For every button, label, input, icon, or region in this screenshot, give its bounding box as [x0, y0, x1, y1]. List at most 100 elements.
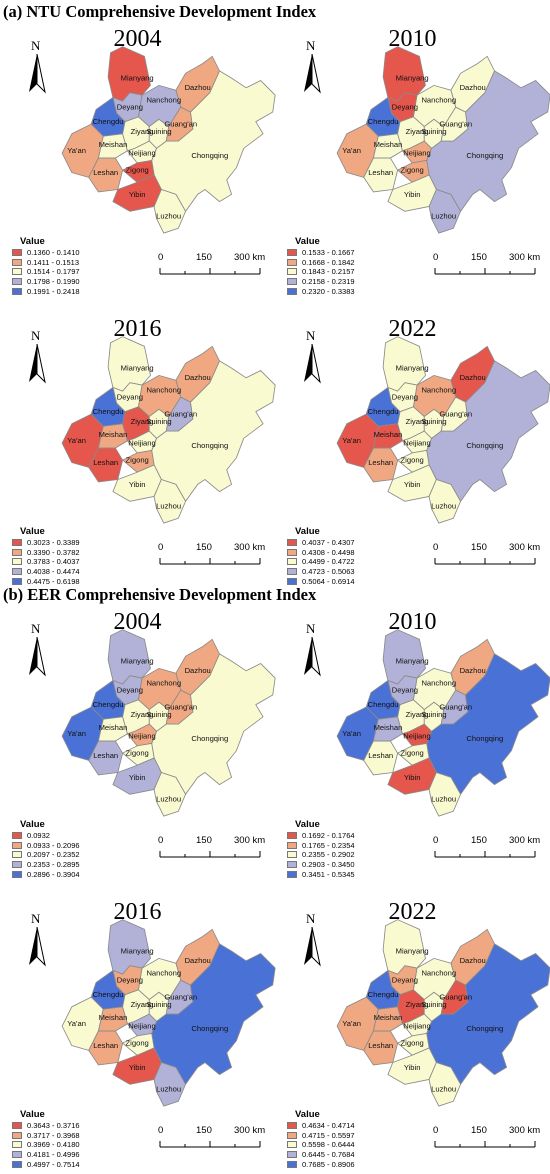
legend-label: 0.2320 - 0.3383	[302, 286, 355, 296]
scale-label-end: 300 km	[509, 1125, 541, 1136]
legend-item: 0.4715 - 0.5597	[287, 1131, 355, 1141]
choropleth-map: Chongqing Dazhou Nanchong Guang'an Mianyang D…	[336, 46, 550, 234]
scale-bar-line	[434, 1141, 536, 1148]
legend-label: 0.2353 - 0.2895	[27, 860, 80, 870]
city-label-guangan: Guang'an	[439, 410, 472, 419]
city-label-mianyang: Mianyang	[121, 74, 154, 83]
legend-swatch	[287, 577, 297, 585]
scale-bar: 0 150 300 km	[158, 835, 268, 875]
city-label-guangan: Guang'an	[439, 120, 472, 129]
scale-bar-line	[434, 558, 536, 565]
legend-swatch	[287, 539, 297, 547]
legend-item: 0.1533 - 0.1667	[287, 248, 355, 258]
city-label-suining: Suining	[421, 710, 446, 719]
city-label-leshan: Leshan	[93, 1041, 118, 1050]
city-label-suining: Suining	[421, 417, 446, 426]
legend-label: 0.2896 - 0.3904	[27, 869, 80, 879]
legend-swatch	[12, 870, 22, 878]
city-label-nanchong: Nanchong	[146, 678, 181, 687]
north-arrow-shape	[29, 344, 46, 384]
city-label-suining: Suining	[146, 1000, 171, 1009]
city-label-zigong: Zigong	[126, 749, 149, 758]
city-label-ziyang: Ziyang	[406, 1000, 429, 1009]
legend-item: 0.4038 - 0.4474	[12, 567, 80, 577]
region-luzhou	[428, 771, 462, 817]
scale-bar-line	[434, 268, 536, 275]
legend-title: Value	[295, 1109, 320, 1120]
city-label-guangan: Guang'an	[164, 993, 197, 1002]
legend-swatch	[12, 249, 22, 257]
map-legend: Value 0.1533 - 0.1667 0.1668 - 0.1842 0.184…	[287, 236, 355, 296]
north-arrow-left-half	[29, 54, 37, 92]
legend-label: 0.1514 - 0.1797	[27, 267, 80, 277]
city-label-yibin: Yibin	[404, 1063, 421, 1072]
city-label-mianyang: Mianyang	[121, 364, 154, 373]
north-arrow-shape	[304, 344, 321, 384]
region-meishan	[97, 1006, 128, 1032]
scale-bar: 0 150 300 km	[433, 835, 543, 875]
map-panel-2010: 2010 N Chongqing Dazhou Nanchong Guang'an Mian…	[275, 609, 550, 884]
legend-label: 0.3969 - 0.4180	[27, 1140, 80, 1150]
legend-item: 0.2355 - 0.2902	[287, 850, 355, 860]
north-arrow-left-half	[29, 344, 37, 382]
city-label-meishan: Meishan	[374, 1013, 403, 1022]
legend-item: 0.1411 - 0.1513	[12, 258, 80, 268]
scale-bar: 0 150 300 km	[433, 1125, 543, 1165]
legend-item: 0.1798 - 0.1990	[12, 277, 80, 287]
city-label-deyang: Deyang	[392, 393, 418, 402]
north-arrow-right-half	[36, 54, 46, 94]
legend-item: 0.3783 - 0.4037	[12, 557, 80, 567]
scale-bar-line	[434, 851, 536, 858]
legend-label: 0.1533 - 0.1667	[302, 248, 355, 258]
north-arrow-right-half	[311, 927, 321, 967]
scale-bar-line	[159, 1141, 261, 1148]
city-label-mianyang: Mianyang	[121, 947, 154, 956]
city-label-chongqing: Chongqing	[191, 734, 228, 743]
scale-label-mid: 150	[196, 835, 212, 846]
legend-item: 0.3390 - 0.3782	[12, 548, 80, 558]
legend-label: 0.5064 - 0.6914	[302, 576, 355, 586]
city-label-guangan: Guang'an	[164, 410, 197, 419]
city-label-chongqing: Chongqing	[466, 734, 503, 743]
city-label-leshan: Leshan	[368, 458, 393, 467]
city-label-meishan: Meishan	[99, 430, 128, 439]
map-panel-2016: 2016 N Chongqing Dazhou Nanchong Guang'an Mian…	[0, 899, 276, 1174]
legend-swatch	[287, 558, 297, 566]
scale-label-mid: 150	[471, 252, 487, 263]
legend-item: 0.4499 - 0.4722	[287, 557, 355, 567]
scale-label-mid: 150	[196, 1125, 212, 1136]
city-label-yibin: Yibin	[129, 773, 146, 782]
city-label-luzhou: Luzhou	[156, 212, 181, 221]
region-zigong	[396, 742, 430, 766]
legend-swatch	[12, 568, 22, 576]
legend-swatch	[287, 1141, 297, 1149]
legend-label: 0.3451 - 0.5345	[302, 869, 355, 879]
scale-label-zero: 0	[158, 542, 164, 553]
city-label-zigong: Zigong	[401, 749, 424, 758]
legend-item: 0.3451 - 0.5345	[287, 869, 355, 879]
city-label-chengdu: Chengdu	[368, 990, 399, 999]
city-label-leshan: Leshan	[368, 751, 393, 760]
choropleth-map: Chongqing Dazhou Nanchong Guang'an Mianyang D…	[61, 46, 276, 234]
map-legend: Value 0.0932 0.0933 - 0.2096 0.2097 - 0.235…	[12, 819, 80, 879]
city-label-zigong: Zigong	[126, 166, 149, 175]
region-meishan	[372, 423, 403, 449]
city-label-chongqing: Chongqing	[191, 441, 228, 450]
north-arrow-icon: N	[301, 621, 323, 679]
north-label: N	[306, 621, 316, 636]
legend-item: 0.3643 - 0.3716	[12, 1121, 80, 1131]
scale-label-zero: 0	[433, 835, 439, 846]
city-label-guangan: Guang'an	[439, 703, 472, 712]
legend-swatch	[12, 1131, 22, 1139]
region-meishan	[97, 133, 128, 159]
legend-title: Value	[295, 819, 320, 830]
region-zigong	[121, 449, 155, 473]
legend-item: 0.4475 - 0.6198	[12, 576, 80, 586]
north-arrow-right-half	[36, 344, 46, 384]
scale-bar: 0 150 300 km	[158, 542, 268, 582]
legend-item: 0.1514 - 0.1797	[12, 267, 80, 277]
legend-label: 0.2158 - 0.2319	[302, 277, 355, 287]
city-label-leshan: Leshan	[93, 168, 118, 177]
city-label-leshan: Leshan	[368, 168, 393, 177]
map-legend: Value 0.4634 - 0.4714 0.4715 - 0.5597 0.559…	[287, 1109, 355, 1169]
